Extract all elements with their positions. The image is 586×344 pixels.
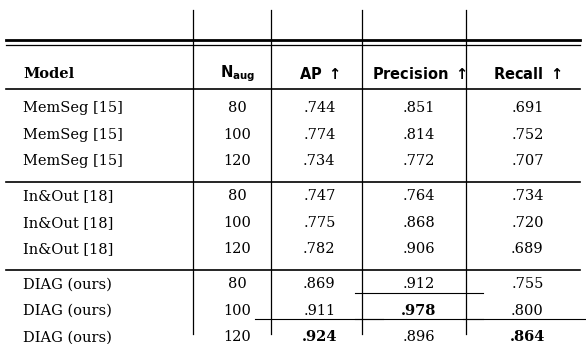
Text: .912: .912: [403, 278, 435, 291]
Text: .864: .864: [510, 331, 545, 344]
Text: Model: Model: [23, 67, 74, 81]
Text: .747: .747: [303, 190, 336, 203]
Text: 120: 120: [223, 331, 251, 344]
Text: MemSeg [15]: MemSeg [15]: [23, 154, 123, 168]
Text: .906: .906: [403, 243, 435, 256]
Text: In&Out [18]: In&Out [18]: [23, 190, 114, 203]
Text: .869: .869: [303, 278, 336, 291]
Text: $\mathbf{Precision}$ $\mathbf{\uparrow}$: $\mathbf{Precision}$ $\mathbf{\uparrow}$: [372, 66, 466, 82]
Text: 80: 80: [228, 190, 247, 203]
Text: .896: .896: [403, 331, 435, 344]
Text: .814: .814: [403, 128, 435, 142]
Text: $\mathbf{Recall}$ $\mathbf{\uparrow}$: $\mathbf{Recall}$ $\mathbf{\uparrow}$: [493, 66, 562, 82]
Text: 100: 100: [223, 304, 251, 318]
Text: 100: 100: [223, 216, 251, 230]
Text: .689: .689: [511, 243, 544, 256]
Text: 120: 120: [223, 154, 251, 168]
Text: $\mathbf{AP}$ $\mathbf{\uparrow}$: $\mathbf{AP}$ $\mathbf{\uparrow}$: [299, 66, 340, 82]
Text: .851: .851: [403, 101, 435, 115]
Text: DIAG (ours): DIAG (ours): [23, 331, 113, 344]
Text: .755: .755: [511, 278, 544, 291]
Text: .764: .764: [403, 190, 435, 203]
Text: MemSeg [15]: MemSeg [15]: [23, 101, 123, 115]
Text: 120: 120: [223, 243, 251, 256]
Text: MemSeg [15]: MemSeg [15]: [23, 128, 123, 142]
Text: .707: .707: [511, 154, 544, 168]
Text: DIAG (ours): DIAG (ours): [23, 278, 113, 291]
Text: .924: .924: [302, 331, 337, 344]
Text: .775: .775: [303, 216, 336, 230]
Text: .691: .691: [511, 101, 544, 115]
Text: 80: 80: [228, 101, 247, 115]
Text: .720: .720: [511, 216, 544, 230]
Text: DIAG (ours): DIAG (ours): [23, 304, 113, 318]
Text: In&Out [18]: In&Out [18]: [23, 243, 114, 256]
Text: .800: .800: [511, 304, 544, 318]
Text: .782: .782: [303, 243, 336, 256]
Text: .744: .744: [303, 101, 336, 115]
Text: .911: .911: [304, 304, 335, 318]
Text: In&Out [18]: In&Out [18]: [23, 216, 114, 230]
Text: 100: 100: [223, 128, 251, 142]
Text: .774: .774: [303, 128, 336, 142]
Text: .978: .978: [401, 304, 437, 318]
Text: .752: .752: [511, 128, 544, 142]
Text: .734: .734: [511, 190, 544, 203]
Text: .772: .772: [403, 154, 435, 168]
Text: .868: .868: [403, 216, 435, 230]
Text: 80: 80: [228, 278, 247, 291]
Text: $\mathbf{N}_{\mathbf{aug}}$: $\mathbf{N}_{\mathbf{aug}}$: [220, 64, 255, 84]
Text: .734: .734: [303, 154, 336, 168]
